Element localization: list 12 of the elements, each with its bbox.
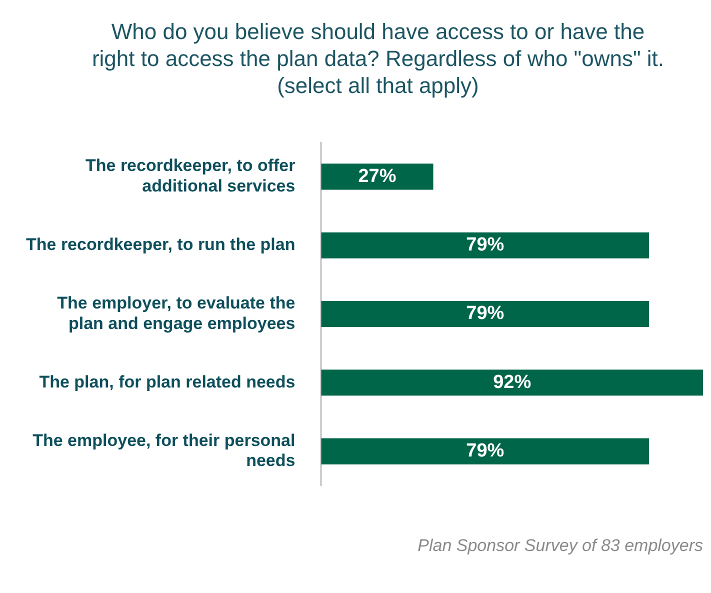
data-label: 27%: [358, 166, 396, 187]
data-label: 79%: [466, 440, 504, 462]
text: Plan Sponsor Survey of 83 employers: [416, 536, 703, 556]
y-tick-label: The employee, for their personal needs: [32, 430, 296, 470]
chart-title: Who do you believe should have access to or have the right to access the plan data? Regardless of who "owns" it. (select all that apply): [90, 18, 666, 100]
data-label: 79%: [466, 234, 504, 256]
data-label: 92%: [493, 372, 532, 393]
y-tick-label: The plan, for plan related needs: [39, 372, 296, 392]
y-tick-label: The recordkeeper, to offer additional services: [85, 156, 296, 196]
y-tick-label: The recordkeeper, to run the plan: [26, 235, 296, 254]
data-label: 79%: [466, 303, 504, 324]
y-tick-label: The employer, to evaluate the plan and engage employees: [57, 293, 296, 333]
